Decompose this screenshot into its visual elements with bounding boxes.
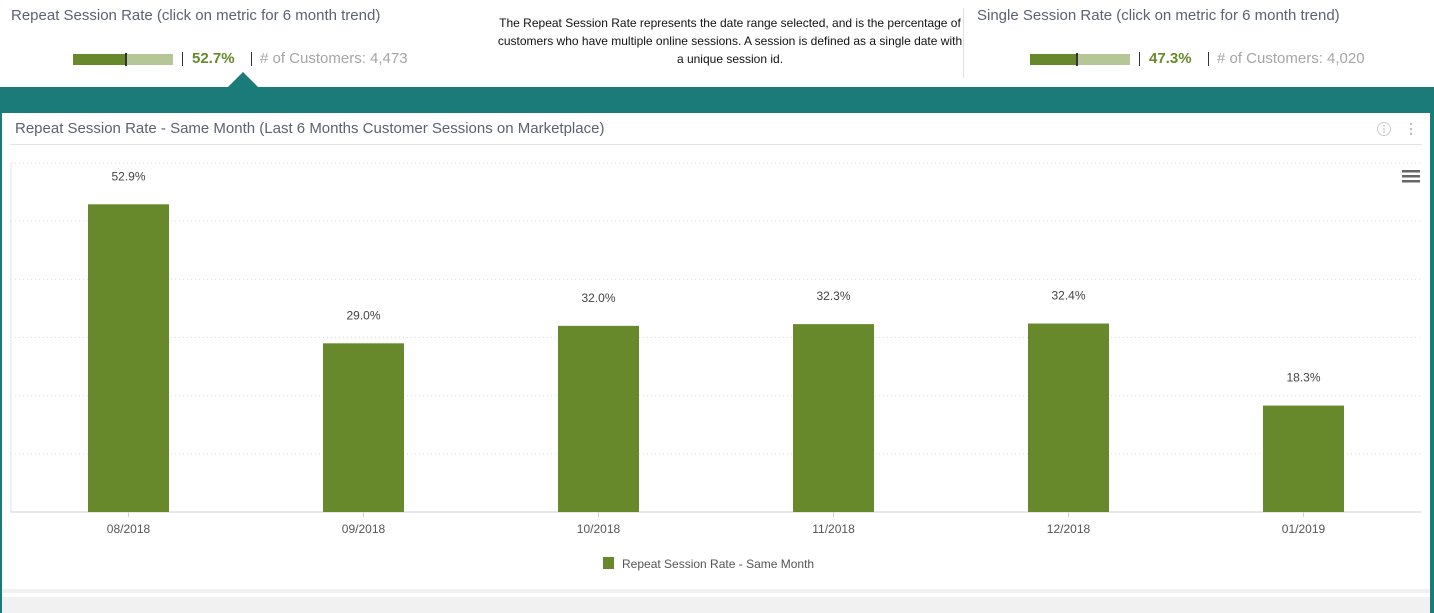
x-tick-label: 10/2018 xyxy=(577,522,621,536)
info-icon[interactable] xyxy=(1376,121,1392,137)
more-options-icon[interactable] xyxy=(1406,121,1416,137)
data-label: 18.3% xyxy=(1286,371,1320,385)
next-panel xyxy=(2,597,1430,613)
kpi-title: Repeat Session Rate (click on metric for… xyxy=(11,7,381,24)
x-tick-label: 12/2018 xyxy=(1047,522,1091,536)
kpi-value[interactable]: 47.3% xyxy=(1149,50,1192,67)
selected-indicator xyxy=(228,72,258,87)
panel-border xyxy=(1430,87,1434,613)
kpi-title: Single Session Rate (click on metric for… xyxy=(977,7,1340,24)
bar-chart: 52.9% 08/2018 29.0% 09/2018 32.0% 10/2018 32.3… xyxy=(10,162,1421,571)
metric-description: The Repeat Session Rate represents the d… xyxy=(497,16,963,66)
bar[interactable] xyxy=(793,324,874,512)
customer-count: # of Customers: 4,473 xyxy=(260,50,408,67)
divider xyxy=(10,144,1422,145)
divider xyxy=(251,52,252,66)
x-tick-label: 08/2018 xyxy=(107,522,151,536)
data-label: 52.9% xyxy=(111,169,145,183)
bar[interactable] xyxy=(88,204,169,512)
panel-border xyxy=(0,87,2,613)
bar[interactable] xyxy=(558,325,639,512)
data-label: 29.0% xyxy=(346,308,380,322)
kpi-progress-bar xyxy=(1030,53,1130,66)
customer-count: # of Customers: 4,020 xyxy=(1217,50,1365,67)
chart-panel xyxy=(2,113,1430,613)
bar[interactable] xyxy=(1263,405,1344,512)
divider xyxy=(182,52,183,66)
legend-swatch xyxy=(603,557,614,569)
x-tick-label: 09/2018 xyxy=(342,522,386,536)
kpi-progress-bar xyxy=(73,53,173,66)
kpi-value[interactable]: 52.7% xyxy=(192,50,235,67)
data-label: 32.4% xyxy=(1051,289,1085,303)
legend-label[interactable]: Repeat Session Rate - Same Month xyxy=(622,557,814,571)
divider xyxy=(1139,52,1140,66)
bar[interactable] xyxy=(323,343,404,512)
panel-title: Repeat Session Rate - Same Month (Last 6… xyxy=(15,120,605,137)
chart-menu-icon[interactable] xyxy=(1402,169,1420,183)
x-tick-label: 11/2018 xyxy=(812,522,855,536)
panel-header-band xyxy=(0,87,1434,113)
divider xyxy=(1208,52,1209,66)
x-tick-label: 01/2019 xyxy=(1282,522,1326,536)
data-label: 32.3% xyxy=(816,289,850,303)
data-label: 32.0% xyxy=(581,291,615,305)
bar[interactable] xyxy=(1028,323,1109,512)
panel-footer xyxy=(2,589,1430,593)
divider xyxy=(963,8,964,78)
